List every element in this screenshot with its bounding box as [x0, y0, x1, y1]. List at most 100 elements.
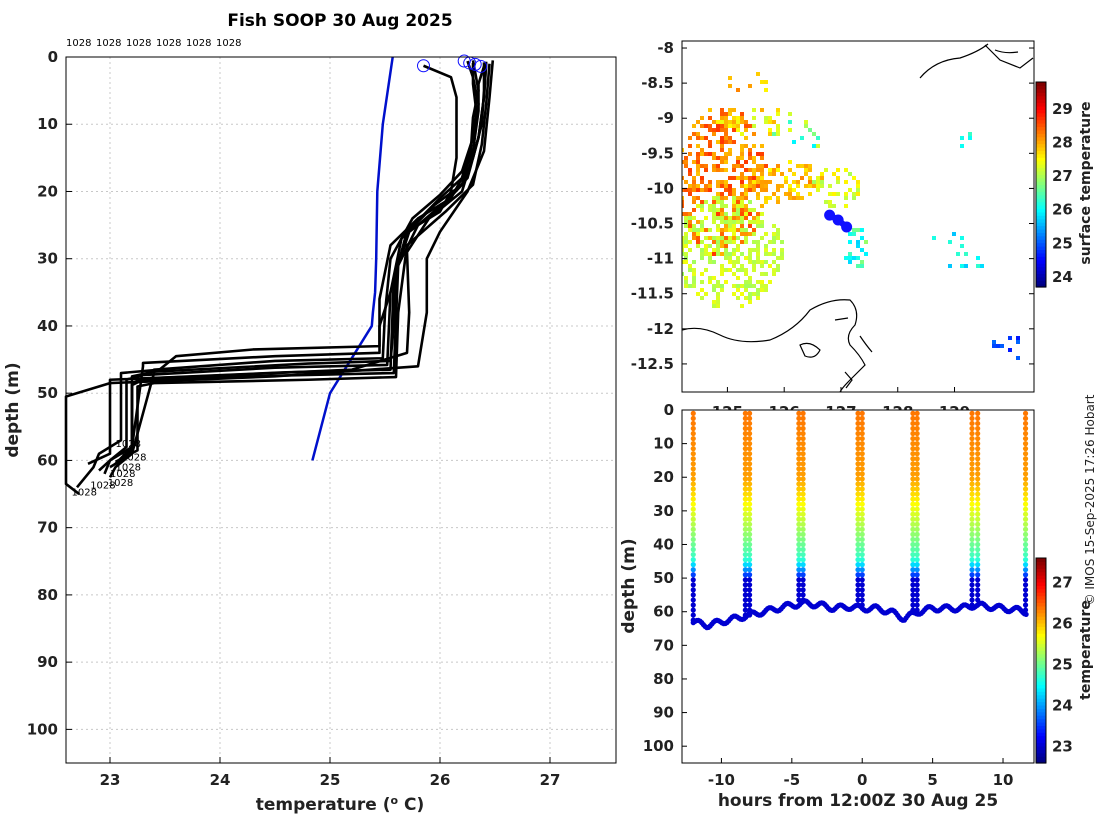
- sst-pixel: [792, 140, 796, 144]
- sst-pixel: [852, 228, 856, 232]
- sst-pixel: [744, 136, 748, 140]
- section-point: [914, 486, 920, 492]
- section-point: [800, 546, 806, 553]
- section-point: [690, 526, 696, 532]
- sst-pixel: [772, 172, 776, 176]
- sst-pixel: [856, 192, 860, 196]
- section-point: [975, 446, 981, 452]
- sst-colorbar-segment: [1036, 232, 1046, 237]
- section-point: [969, 451, 975, 457]
- temperature-colorbar-frame: [1035, 557, 1047, 764]
- sst-pixel: [932, 236, 936, 240]
- sst-pixel: [756, 260, 760, 264]
- sst-pixel: [712, 220, 716, 224]
- section-point: [969, 415, 975, 422]
- sst-pixel: [708, 188, 712, 192]
- sst-pixel: [1016, 340, 1020, 344]
- sst-pixel: [728, 224, 732, 228]
- sst-pixel: [684, 180, 688, 184]
- section-point: [746, 435, 753, 442]
- section-x-ticks: -10 -5 0 5 10: [708, 758, 1013, 789]
- sst-pixel: [748, 156, 752, 160]
- temperature-colorbar-segment: [1036, 626, 1046, 631]
- section-y-ticks: 0 10 20 30 40 50 60 70 80 90 100: [643, 401, 687, 755]
- sst-pixel: [728, 120, 732, 124]
- section-point: [910, 441, 916, 447]
- sst-pixel: [776, 128, 780, 132]
- sst-pixel: [724, 236, 728, 240]
- temperature-colorbar-segment: [1036, 725, 1046, 730]
- sst-colorbar-segment: [1036, 153, 1046, 158]
- sst-pixel: [1008, 348, 1012, 352]
- sst-pixel: [728, 220, 732, 224]
- sst-pixel: [764, 184, 768, 188]
- temperature-colorbar-segment: [1036, 722, 1046, 727]
- section-point: [910, 567, 916, 573]
- temperature-colorbar-segment: [1036, 622, 1046, 627]
- section-point: [975, 496, 981, 502]
- sst-pixel: [720, 204, 724, 208]
- section-point: [1022, 435, 1029, 442]
- section-point: [742, 446, 748, 452]
- sst-pixel: [740, 264, 744, 268]
- section-x-tick-label: -5: [783, 771, 800, 789]
- sst-colorbar-segment: [1036, 191, 1046, 196]
- section-point: [859, 425, 865, 432]
- section-point: [742, 471, 748, 477]
- sst-pixel: [744, 240, 748, 244]
- sst-pixel: [828, 200, 832, 204]
- surface-markers: [417, 54, 488, 73]
- sst-pixel: [692, 180, 696, 184]
- sst-pixel: [704, 216, 708, 220]
- sst-pixel: [688, 188, 692, 192]
- sst-colorbar-label: surface temperature: [1078, 101, 1094, 264]
- sst-pixel: [700, 164, 704, 168]
- sst-pixel: [720, 244, 724, 248]
- sst-pixel: [720, 232, 724, 236]
- sst-pixel: [720, 284, 724, 288]
- section-point: [914, 516, 920, 522]
- sst-pixel: [736, 124, 740, 128]
- sst-pixel: [688, 212, 692, 216]
- section-point: [969, 476, 975, 482]
- sst-colorbar-segment: [1036, 273, 1046, 278]
- sst-colorbar-segment: [1036, 266, 1046, 271]
- sst-pixel: [728, 112, 732, 116]
- sst-pixel: [960, 236, 964, 240]
- sst-pixel: [712, 216, 716, 220]
- sst-pixel: [716, 292, 720, 296]
- sst-pixel: [708, 124, 712, 128]
- map-lat-tick-label: -9.5: [641, 144, 674, 162]
- section-point: [742, 526, 748, 532]
- sst-pixel: [748, 256, 752, 260]
- temperature-colorbar-tick-label: 23: [1052, 738, 1073, 756]
- sst-pixel: [684, 276, 688, 280]
- sst-colorbar-segment: [1036, 235, 1046, 240]
- section-point: [859, 597, 865, 603]
- sst-pixel: [800, 164, 804, 168]
- sst-pixel: [856, 240, 860, 244]
- sst-pixel: [752, 108, 756, 112]
- sst-pixel: [748, 280, 752, 284]
- section-point: [690, 602, 696, 608]
- sst-pixel: [736, 196, 740, 200]
- section-point: [800, 572, 806, 578]
- section-point: [910, 562, 916, 568]
- sst-pixel: [804, 184, 808, 188]
- sst-pixel: [684, 216, 688, 220]
- sst-pixel: [724, 180, 728, 184]
- sst-pixel: [768, 240, 772, 244]
- sst-pixel: [692, 268, 696, 272]
- section-point: [690, 501, 696, 507]
- section-point: [742, 476, 748, 482]
- section-point: [910, 501, 916, 507]
- section-point: [690, 511, 696, 517]
- sst-pixel: [696, 132, 700, 136]
- sst-pixel: [712, 132, 716, 136]
- sst-pixel: [748, 124, 752, 128]
- sst-pixel: [684, 212, 688, 216]
- sst-pixel: [808, 164, 812, 168]
- sst-pixel: [752, 176, 756, 180]
- sst-pixel: [776, 184, 780, 188]
- sst-pixel: [764, 88, 768, 92]
